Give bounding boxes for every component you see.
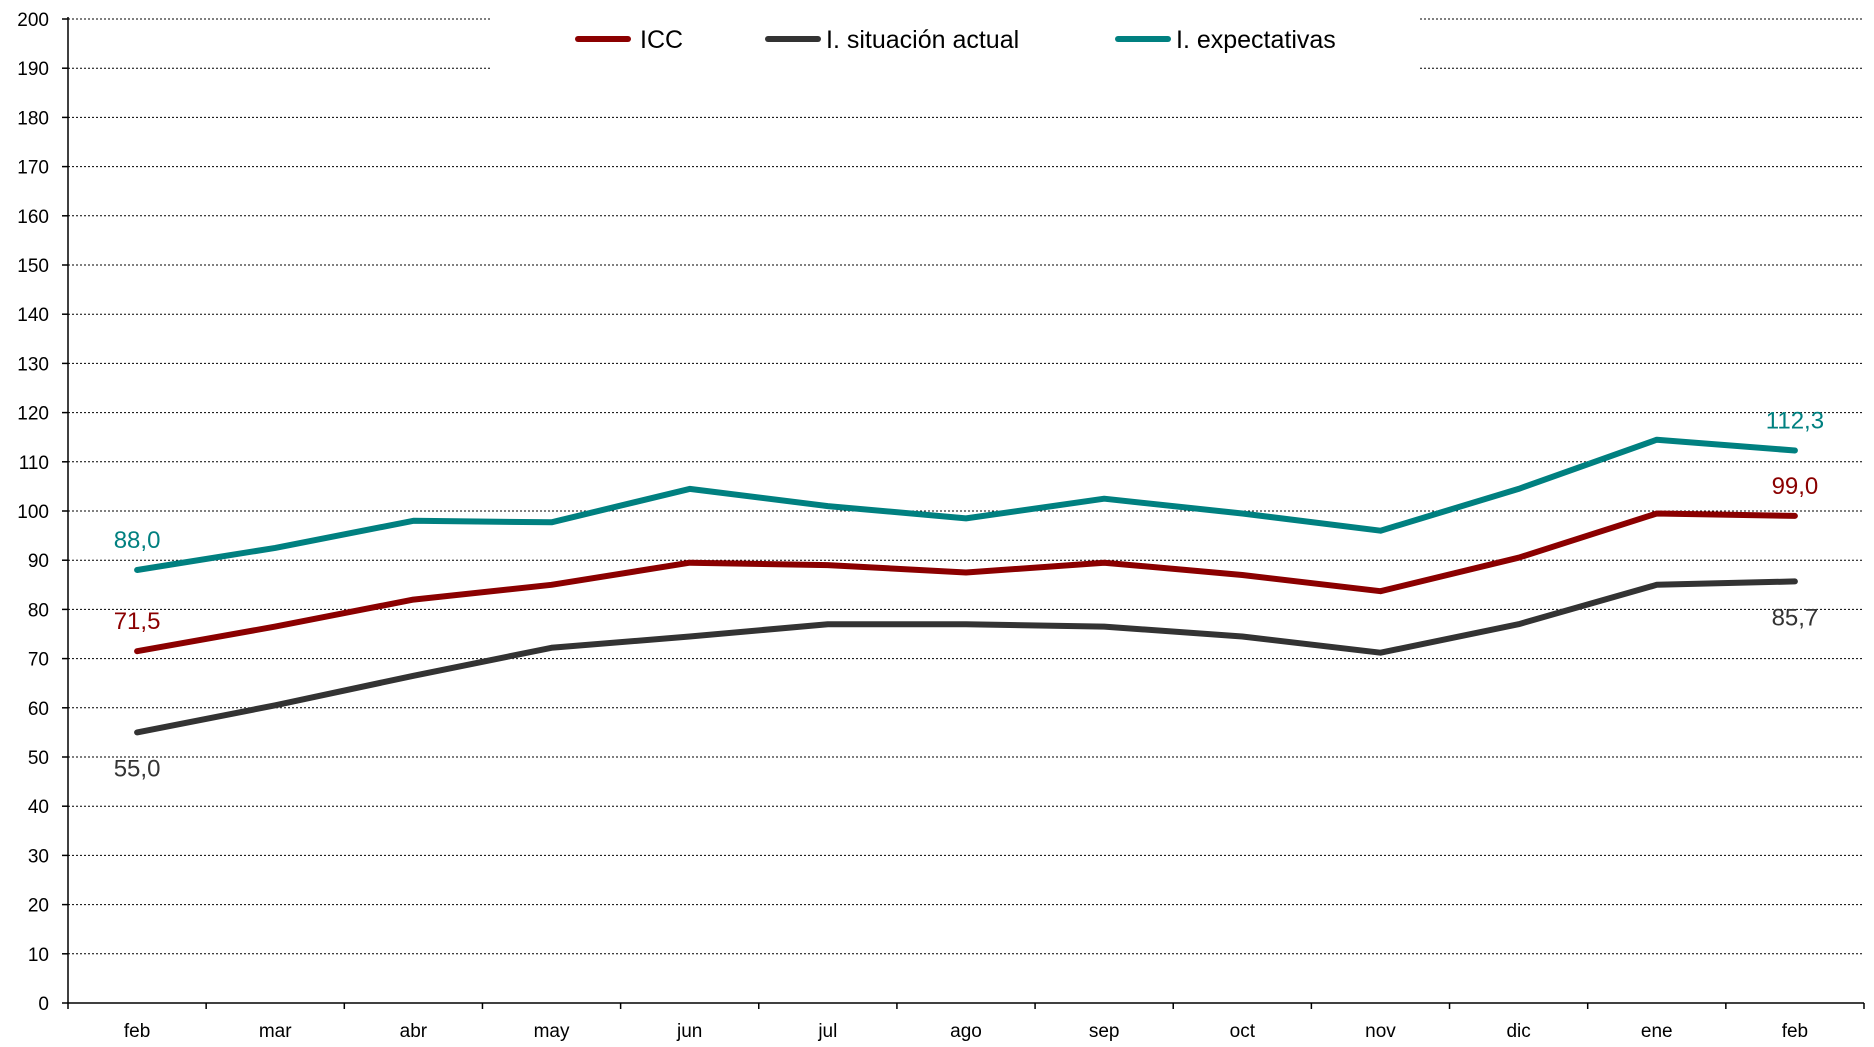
x-tick-label: mar — [259, 1021, 292, 1042]
axes: 0 10 20 30 40 50 60 70 80 90 100 110 120 130 140 150 160… — [17, 10, 1865, 1042]
y-tick-label: 140 — [17, 305, 49, 326]
series-line-2 — [134, 436, 1798, 573]
x-tick-label: feb — [1782, 1021, 1808, 1042]
y-tick-label: 50 — [28, 748, 49, 769]
y-tick-label: 90 — [28, 551, 49, 572]
x-tick-label: sep — [1089, 1021, 1120, 1042]
y-tick-label: 110 — [19, 453, 49, 474]
data-labels: 71,5 99,0 55,0 85,7 88,0 112,3 — [114, 407, 1824, 782]
y-tick-label: 180 — [17, 108, 49, 129]
y-tick-label: 10 — [28, 945, 49, 966]
y-tick-label: 20 — [28, 896, 49, 917]
x-tick-label: may — [534, 1021, 570, 1042]
data-label: 99,0 — [1772, 473, 1819, 500]
data-label: 71,5 — [114, 608, 161, 635]
y-tick-label: 70 — [28, 650, 49, 671]
legend-label: ICC — [640, 26, 683, 54]
y-tick-label: 40 — [28, 797, 49, 818]
series-line-1 — [134, 578, 1798, 736]
legend-label: I. situación actual — [826, 26, 1019, 54]
legend: ICC I. situación actual I. expectativas — [575, 26, 1336, 54]
y-tick-label: 160 — [17, 207, 49, 228]
y-tick-label: 170 — [17, 158, 49, 179]
y-tick-label: 200 — [17, 10, 49, 31]
x-tick-label: feb — [124, 1021, 150, 1042]
y-tick-label: 60 — [28, 699, 49, 720]
x-tick-label: ago — [950, 1021, 982, 1042]
x-tick-label: ene — [1641, 1021, 1673, 1042]
y-tick-label: 30 — [28, 846, 49, 867]
x-tick-label: jul — [817, 1021, 837, 1042]
y-tick-label: 190 — [17, 59, 49, 80]
y-tick-label: 80 — [28, 600, 49, 621]
series-line-0 — [134, 510, 1798, 655]
x-tick-label: oct — [1230, 1021, 1256, 1042]
x-tick-label: nov — [1365, 1021, 1396, 1042]
x-tick-label: jun — [676, 1021, 702, 1042]
data-label: 88,0 — [114, 527, 161, 554]
x-tick-label: dic — [1506, 1021, 1530, 1042]
data-label: 85,7 — [1772, 604, 1819, 631]
gridlines — [68, 18, 1864, 955]
legend-label: I. expectativas — [1176, 26, 1336, 54]
y-tick-label: 150 — [17, 256, 49, 277]
y-tick-label: 100 — [17, 502, 49, 523]
data-label: 112,3 — [1766, 407, 1824, 434]
data-label: 55,0 — [114, 755, 161, 782]
y-tick-label: 130 — [17, 354, 49, 375]
y-tick-label: 120 — [17, 404, 49, 425]
series-lines — [134, 436, 1798, 736]
y-tick-label: 0 — [38, 994, 49, 1015]
x-tick-label: abr — [400, 1021, 428, 1042]
